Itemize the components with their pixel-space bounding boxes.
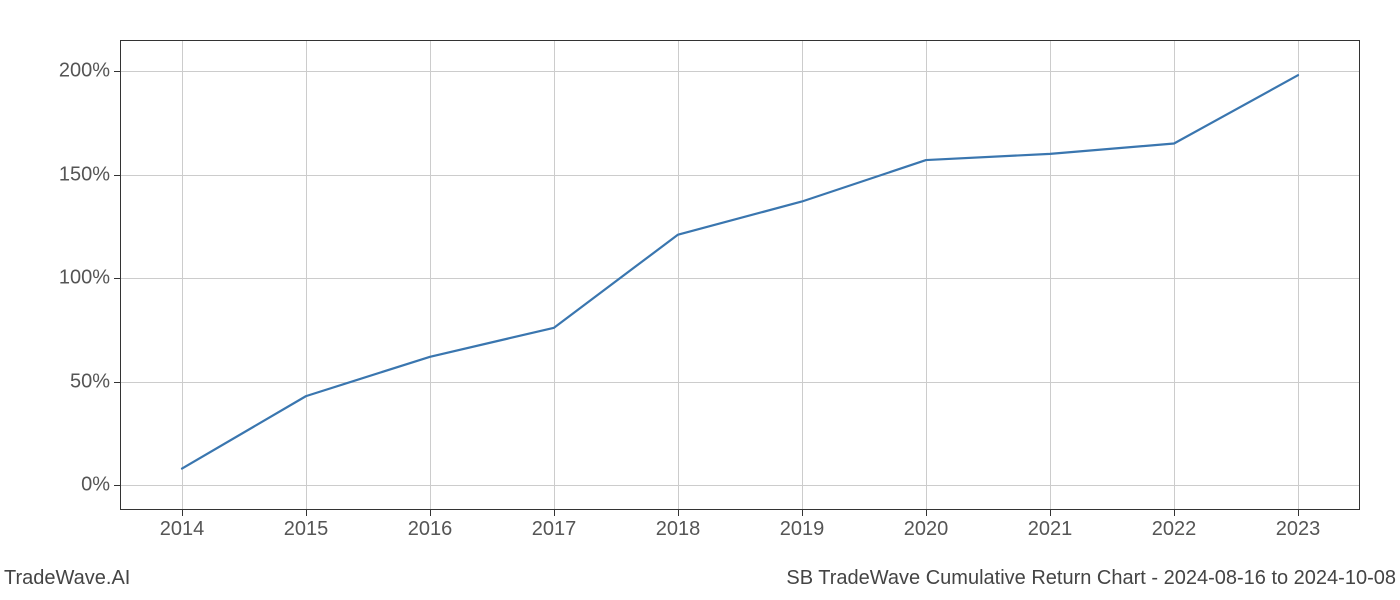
y-tick-label: 200% — [10, 60, 110, 83]
x-tick-label: 2023 — [1276, 518, 1321, 541]
x-tick-label: 2018 — [656, 518, 701, 541]
footer-left-text: TradeWave.AI — [4, 567, 130, 590]
x-tick-mark — [306, 510, 307, 516]
x-tick-label: 2019 — [780, 518, 825, 541]
y-tick-label: 0% — [10, 474, 110, 497]
data-line — [182, 75, 1298, 468]
y-tick-mark — [114, 278, 120, 279]
x-tick-label: 2020 — [904, 518, 949, 541]
y-tick-mark — [114, 382, 120, 383]
chart-container — [120, 40, 1360, 510]
y-tick-mark — [114, 485, 120, 486]
footer-right-text: SB TradeWave Cumulative Return Chart - 2… — [786, 567, 1396, 590]
x-tick-label: 2015 — [284, 518, 329, 541]
x-tick-mark — [430, 510, 431, 516]
x-tick-mark — [1050, 510, 1051, 516]
line-chart-svg — [120, 40, 1360, 510]
y-tick-label: 100% — [10, 267, 110, 290]
x-tick-label: 2014 — [160, 518, 205, 541]
x-tick-label: 2021 — [1028, 518, 1073, 541]
x-tick-mark — [1174, 510, 1175, 516]
y-tick-label: 150% — [10, 163, 110, 186]
y-tick-mark — [114, 175, 120, 176]
y-tick-label: 50% — [10, 370, 110, 393]
x-tick-mark — [678, 510, 679, 516]
x-tick-mark — [1298, 510, 1299, 516]
x-tick-label: 2017 — [532, 518, 577, 541]
x-tick-mark — [802, 510, 803, 516]
x-tick-label: 2022 — [1152, 518, 1197, 541]
y-tick-mark — [114, 71, 120, 72]
x-tick-mark — [926, 510, 927, 516]
x-tick-label: 2016 — [408, 518, 453, 541]
x-tick-mark — [182, 510, 183, 516]
x-tick-mark — [554, 510, 555, 516]
